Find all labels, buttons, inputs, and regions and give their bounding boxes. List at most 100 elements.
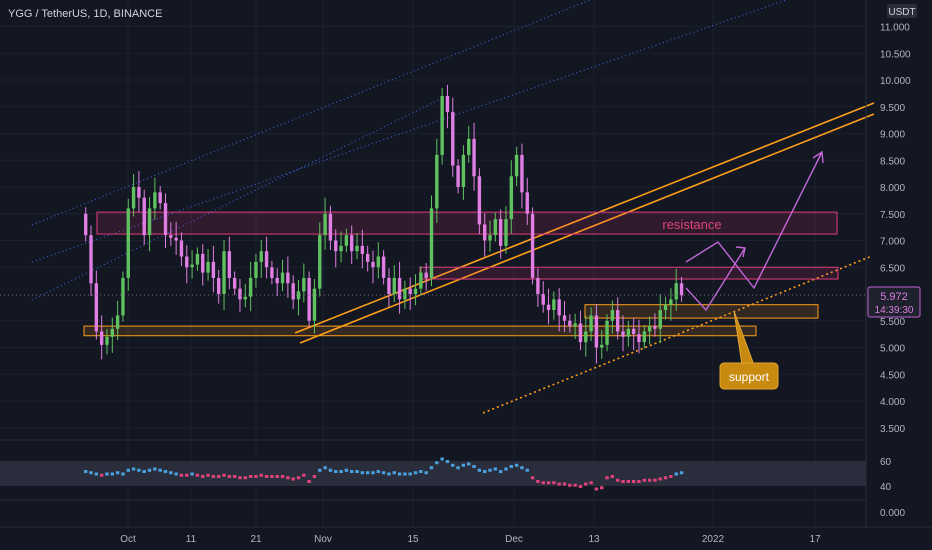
indicator-bar xyxy=(105,472,109,476)
indicator-bar xyxy=(488,468,492,472)
indicator-bar xyxy=(291,477,295,481)
candle-body xyxy=(653,326,657,329)
indicator-bar xyxy=(653,478,657,482)
indicator-bar xyxy=(371,471,375,475)
candle-body xyxy=(669,299,673,305)
indicator-band xyxy=(0,461,866,486)
indicator-bar xyxy=(498,470,503,473)
candle-body xyxy=(259,251,263,262)
indicator-bar xyxy=(217,475,221,478)
candle-body xyxy=(89,235,93,284)
currency-badge xyxy=(887,4,917,18)
candle-body xyxy=(126,208,130,278)
candle-body xyxy=(568,320,572,327)
indicator-bar xyxy=(206,473,210,477)
indicator-bar xyxy=(568,483,572,487)
candle-body xyxy=(206,261,210,273)
indicator-bar xyxy=(536,480,540,483)
candle-body xyxy=(323,213,327,236)
candle-body xyxy=(211,261,216,278)
candle-body xyxy=(530,213,535,278)
indicator-bar xyxy=(616,478,620,482)
indicator-bar xyxy=(137,468,141,472)
indicator-bar xyxy=(525,468,529,472)
indicator-bar xyxy=(84,470,88,473)
indicator-bar xyxy=(413,471,418,475)
time-tick-label: 17 xyxy=(809,534,821,545)
indicator-bar xyxy=(163,470,168,473)
indicator-bar xyxy=(461,463,466,467)
candle-body xyxy=(647,326,652,332)
indicator-bar xyxy=(472,465,476,468)
time-tick-label: Dec xyxy=(505,534,523,545)
candle-body xyxy=(110,328,114,337)
channel-line-lower xyxy=(31,96,446,301)
time-tick-label: 13 xyxy=(588,534,600,545)
candle-body xyxy=(589,315,593,332)
support-callout: support xyxy=(719,310,779,390)
candle-body xyxy=(536,277,540,294)
indicator-bar xyxy=(243,476,247,480)
candle-body xyxy=(275,277,279,284)
price-tick-label: 4.000 xyxy=(880,397,905,408)
indicator-bar xyxy=(318,468,322,472)
candle-body xyxy=(163,203,168,236)
candle-body xyxy=(105,336,109,345)
indicator-bar xyxy=(328,468,333,472)
candle-body xyxy=(115,315,120,329)
candle-body xyxy=(679,283,684,296)
channel-line-upper xyxy=(31,0,591,226)
candle-body xyxy=(344,235,349,246)
indicator-bar xyxy=(222,473,226,477)
indicator-bar xyxy=(201,475,205,478)
indicator-bar xyxy=(238,476,242,480)
last-price-countdown: 14:39:30 xyxy=(875,305,914,316)
price-axis[interactable]: 11.000 10.500 10.000 9.500 9.000 8.500 8.000 7.… xyxy=(880,23,911,435)
candle-body xyxy=(248,277,253,297)
candle-body xyxy=(594,315,599,348)
indicator-bar xyxy=(121,472,125,476)
indicator-bar xyxy=(142,470,146,473)
candle-body xyxy=(360,245,365,254)
indicator-bar xyxy=(658,477,662,481)
indicator-bar xyxy=(424,471,428,475)
time-tick-label: 21 xyxy=(250,534,262,545)
zones xyxy=(83,211,839,337)
candle-body xyxy=(621,331,625,337)
price-tick-label: 10.000 xyxy=(880,76,911,87)
indicator-bar xyxy=(381,471,386,475)
candle-body xyxy=(605,320,609,345)
candle-body xyxy=(131,187,136,209)
indicator-tick-label: 60 xyxy=(880,457,892,468)
indicator-bar xyxy=(227,475,232,478)
indicator-bar xyxy=(158,468,162,472)
candle-body xyxy=(626,328,631,337)
candle-body xyxy=(663,304,668,311)
indicator-bar xyxy=(631,480,636,483)
price-tick-label: 9.500 xyxy=(880,103,905,114)
candle-body xyxy=(424,272,428,278)
candle-body xyxy=(195,253,200,265)
resistance-trendline xyxy=(294,102,875,334)
candle-body xyxy=(222,251,226,294)
indicator-bar xyxy=(483,470,487,473)
candle-body xyxy=(483,224,487,241)
time-tick-label: 11 xyxy=(186,534,197,545)
time-axis[interactable]: Oct 11 21 Nov 15 Dec 13 2022 17 xyxy=(120,534,821,545)
price-tick-label: 5.500 xyxy=(880,317,905,328)
candle-body xyxy=(350,235,354,252)
candle-body xyxy=(387,277,391,294)
resistance-label: resistance xyxy=(662,217,721,232)
indicator-bar xyxy=(451,463,455,467)
candle-body xyxy=(467,138,471,155)
candle-body xyxy=(472,138,476,177)
candle-body xyxy=(201,253,205,273)
indicator-bar xyxy=(339,470,343,473)
candle-body xyxy=(461,154,466,187)
candle-body xyxy=(371,261,375,268)
last-price-value: 5.972 xyxy=(880,291,908,303)
indicator-bar xyxy=(493,467,498,471)
